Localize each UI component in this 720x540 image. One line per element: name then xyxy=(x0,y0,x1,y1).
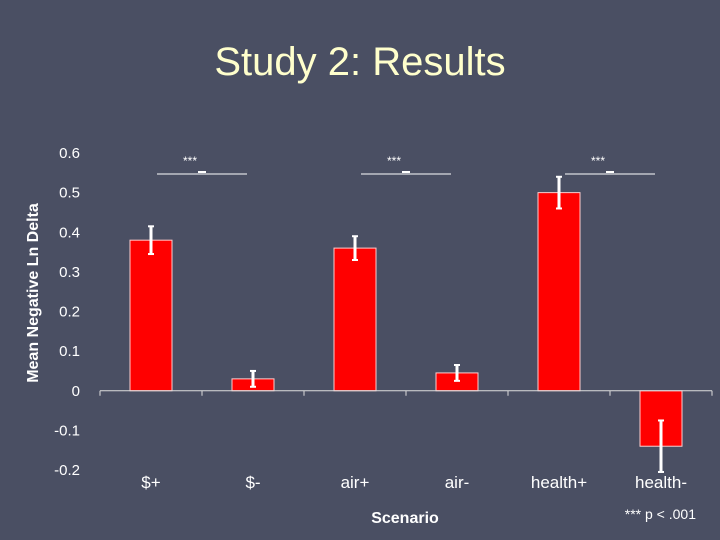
category-label: health- xyxy=(635,473,687,492)
error-bars xyxy=(148,175,664,473)
error-bar xyxy=(352,235,358,261)
error-bar xyxy=(148,225,154,256)
significance-label: *** xyxy=(387,154,401,168)
category-label: health+ xyxy=(531,473,587,492)
category-label: $+ xyxy=(141,473,160,492)
y-axis-title: Mean Negative Ln Delta xyxy=(25,203,42,383)
y-tick-label: 0 xyxy=(72,383,80,400)
error-bar xyxy=(250,369,256,388)
significance-label: *** xyxy=(591,154,605,168)
error-bar xyxy=(454,363,460,382)
bar xyxy=(537,192,581,392)
significance-marker: *** xyxy=(565,154,655,175)
y-tick-label: -0.2 xyxy=(54,462,80,479)
x-axis: $+ $- air+ air-health+ health- xyxy=(99,390,713,492)
y-tick-label: 0.5 xyxy=(59,185,80,202)
significance-marker: *** xyxy=(157,154,247,175)
significance-marker: *** xyxy=(361,154,451,175)
y-tick-label: 0.1 xyxy=(59,343,80,360)
y-axis-ticks: 0.6 0.5 0.4 0.3 0.2 0.1 0 -0.1 -0.2 xyxy=(54,145,80,479)
error-bar xyxy=(658,419,664,473)
bar xyxy=(333,247,377,392)
bars xyxy=(129,192,683,447)
category-label: air- xyxy=(445,473,470,492)
y-tick-label: -0.1 xyxy=(54,422,80,439)
category-label: air+ xyxy=(341,473,370,492)
x-axis-title: Scenario xyxy=(371,510,439,527)
slide-title: Study 2: Results xyxy=(214,40,506,84)
y-tick-label: 0.2 xyxy=(59,304,80,321)
y-tick-label: 0.4 xyxy=(59,224,80,241)
significance-footnote: *** p < .001 xyxy=(624,506,696,522)
bar xyxy=(129,239,173,392)
error-bar xyxy=(556,175,562,210)
category-label: $- xyxy=(245,473,260,492)
y-tick-label: 0.3 xyxy=(59,264,80,281)
significance-markers: *** *** *** xyxy=(157,154,655,175)
y-tick-label: 0.6 xyxy=(59,145,80,162)
significance-label: *** xyxy=(183,154,197,168)
